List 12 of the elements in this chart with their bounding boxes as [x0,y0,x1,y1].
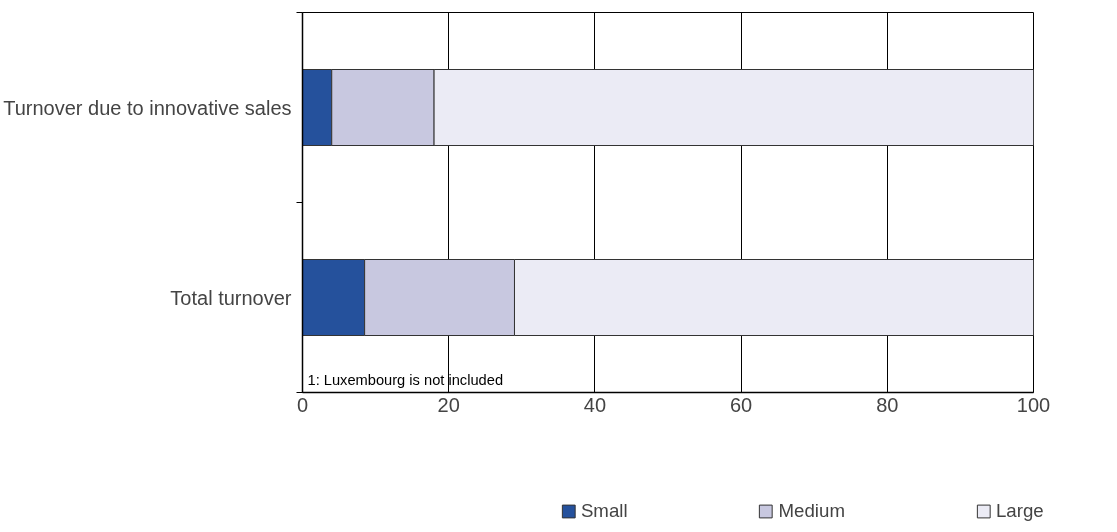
y-tick-label: Turnover due to innovative sales [3,96,292,119]
legend-label: Medium [778,500,845,522]
y-tick-label: Total turnover [170,286,292,309]
legend-label: Small [580,500,628,522]
x-tick-label: 0 [296,393,309,416]
x-tick-label: 80 [876,393,899,416]
x-tick-label: 100 [1016,393,1051,416]
x-tick-label: 60 [729,393,753,416]
x-tick-label: 40 [583,393,607,416]
annotation: 1: Luxembourg is not included [307,371,504,388]
legend-label: Large [995,500,1044,522]
x-tick-label: 20 [437,393,460,416]
